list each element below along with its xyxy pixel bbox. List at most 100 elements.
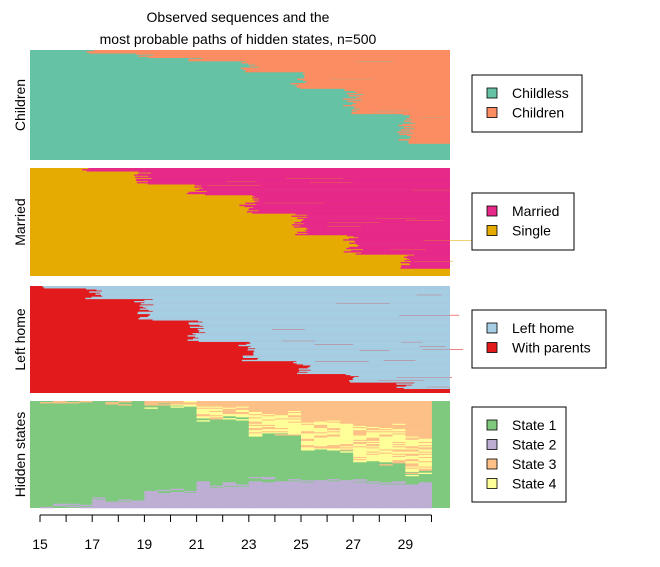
state-cell [353, 423, 367, 425]
state-cell [340, 491, 354, 494]
state-cell [392, 441, 406, 444]
legend-swatch [486, 439, 498, 450]
state-cell [301, 505, 315, 508]
state-cell [209, 499, 224, 501]
state-cell [392, 503, 406, 506]
state-cell [248, 414, 263, 417]
state-cell [405, 426, 419, 429]
state-cell [118, 499, 132, 501]
state-cell [340, 504, 354, 507]
state-cell [366, 432, 380, 434]
state-cell [353, 500, 367, 502]
sequence-band [343, 98, 450, 100]
state-cell [222, 486, 237, 488]
sequence-band [138, 55, 450, 57]
state-cell [392, 461, 406, 464]
state-cell [144, 503, 158, 506]
state-cell [353, 430, 367, 433]
state-cell [261, 496, 276, 498]
state-cell [353, 449, 367, 451]
state-cell [196, 506, 210, 509]
sequence-band [414, 254, 450, 256]
state-cell [405, 417, 419, 419]
state-cell [418, 488, 432, 491]
state-cell [392, 505, 406, 508]
state-cell [340, 501, 354, 503]
state-cell [327, 427, 341, 430]
state-cell [366, 443, 380, 446]
state-cell [392, 429, 406, 432]
state-cell [340, 402, 354, 404]
state-cell [379, 401, 393, 403]
state-cell [366, 428, 380, 431]
state-cell [288, 499, 302, 501]
state-cell [418, 407, 432, 409]
sequence-band [88, 168, 451, 170]
state-cell [288, 505, 302, 508]
sequence-band [361, 252, 450, 254]
sequence-band [253, 353, 450, 355]
state-cell [222, 403, 237, 405]
state-cell [274, 485, 289, 487]
state-cell [327, 443, 341, 446]
state-cell [379, 404, 393, 406]
state-cell [327, 408, 341, 410]
state-cell [405, 448, 419, 450]
sequence-band [406, 118, 450, 120]
sequence-band [249, 207, 450, 210]
state-cell [301, 403, 315, 405]
state-cell [340, 503, 354, 506]
state-cell [353, 486, 367, 488]
state-cell [327, 421, 341, 423]
state-cell [288, 426, 302, 429]
state-cell [235, 412, 250, 415]
sequence-band [189, 323, 451, 325]
state-cell [209, 405, 224, 407]
state-cell [418, 415, 432, 418]
state-cell [209, 505, 224, 508]
state-cell [274, 402, 289, 404]
state-cell [261, 410, 276, 412]
state-cell [288, 486, 302, 488]
state-cell [392, 482, 406, 484]
state-cell [327, 488, 341, 491]
state-cell [379, 505, 393, 508]
state-cell [366, 454, 380, 456]
state-cell [392, 455, 406, 457]
state-cell [340, 502, 354, 505]
state-cell [248, 421, 263, 423]
sequence-band [137, 312, 450, 315]
state-cell [379, 427, 393, 430]
state-cell [392, 424, 406, 426]
state-cell [261, 427, 276, 430]
state-cell [157, 497, 171, 499]
state-cell [274, 419, 289, 421]
state-cell [366, 494, 380, 496]
state-cell [261, 491, 276, 494]
state-cell [209, 418, 224, 420]
state-cell [405, 434, 419, 436]
state-cell [418, 441, 432, 444]
sequence-band [206, 190, 450, 193]
sequence-band [353, 101, 450, 104]
state-cell [405, 406, 419, 408]
state-cell [274, 411, 289, 414]
state-cell [209, 495, 224, 497]
sequence-band [199, 329, 450, 332]
sequence-band [356, 102, 450, 105]
state-cell [261, 424, 276, 426]
state-cell [222, 410, 237, 412]
sequence-band [343, 251, 450, 253]
state-cell [301, 440, 315, 442]
state-cell [157, 404, 171, 406]
state-cell [248, 502, 263, 505]
sequence-band [255, 348, 450, 350]
state-cell [131, 501, 145, 503]
state-cell [209, 498, 224, 500]
state-cell [353, 443, 367, 446]
state-cell [274, 423, 289, 425]
sequence-band [403, 127, 450, 129]
sequence-band [297, 217, 450, 220]
state-cell [392, 502, 406, 505]
